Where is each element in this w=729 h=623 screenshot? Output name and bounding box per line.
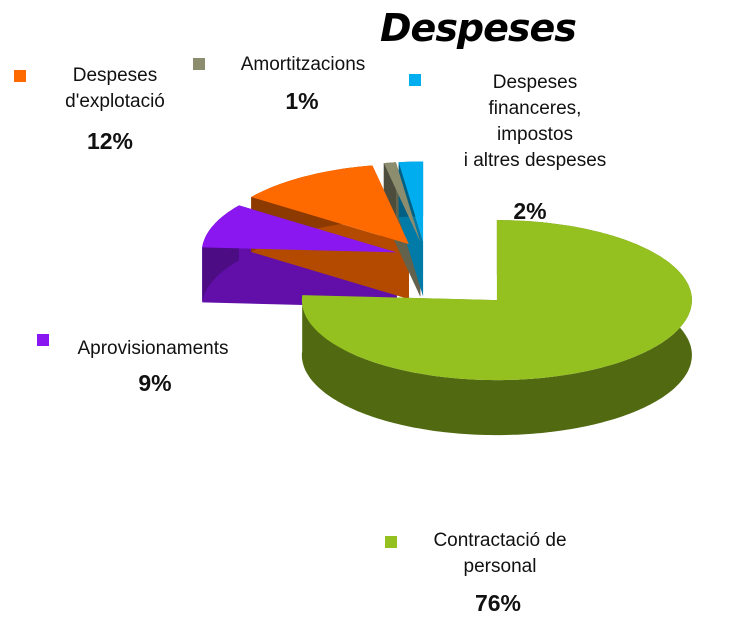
legend-swatch: [409, 74, 421, 86]
slice-label: Amortitzacions: [240, 54, 366, 75]
value-label: 9%: [138, 370, 172, 396]
legend-swatch: [14, 70, 26, 82]
slice: [251, 165, 409, 245]
slice-label: Despeses financeres, impostos i altres d…: [463, 72, 607, 171]
legend-swatch: [385, 536, 397, 548]
slice: [398, 161, 424, 242]
legend-swatch: [37, 334, 49, 346]
slice: [383, 162, 421, 242]
legend-swatch: [193, 58, 205, 70]
value-label: 2%: [513, 198, 547, 224]
chart-title: Despeses: [380, 6, 577, 50]
slice: [301, 220, 692, 381]
value-label: 76%: [474, 590, 522, 616]
slice-label: Aprovisionaments: [77, 338, 229, 359]
slice-label: Contractació de personal: [433, 530, 567, 577]
slice-label: Despeses d'explotació: [65, 65, 165, 112]
value-label: 1%: [285, 88, 319, 114]
slice: [202, 205, 397, 253]
value-label: 12%: [86, 128, 134, 154]
